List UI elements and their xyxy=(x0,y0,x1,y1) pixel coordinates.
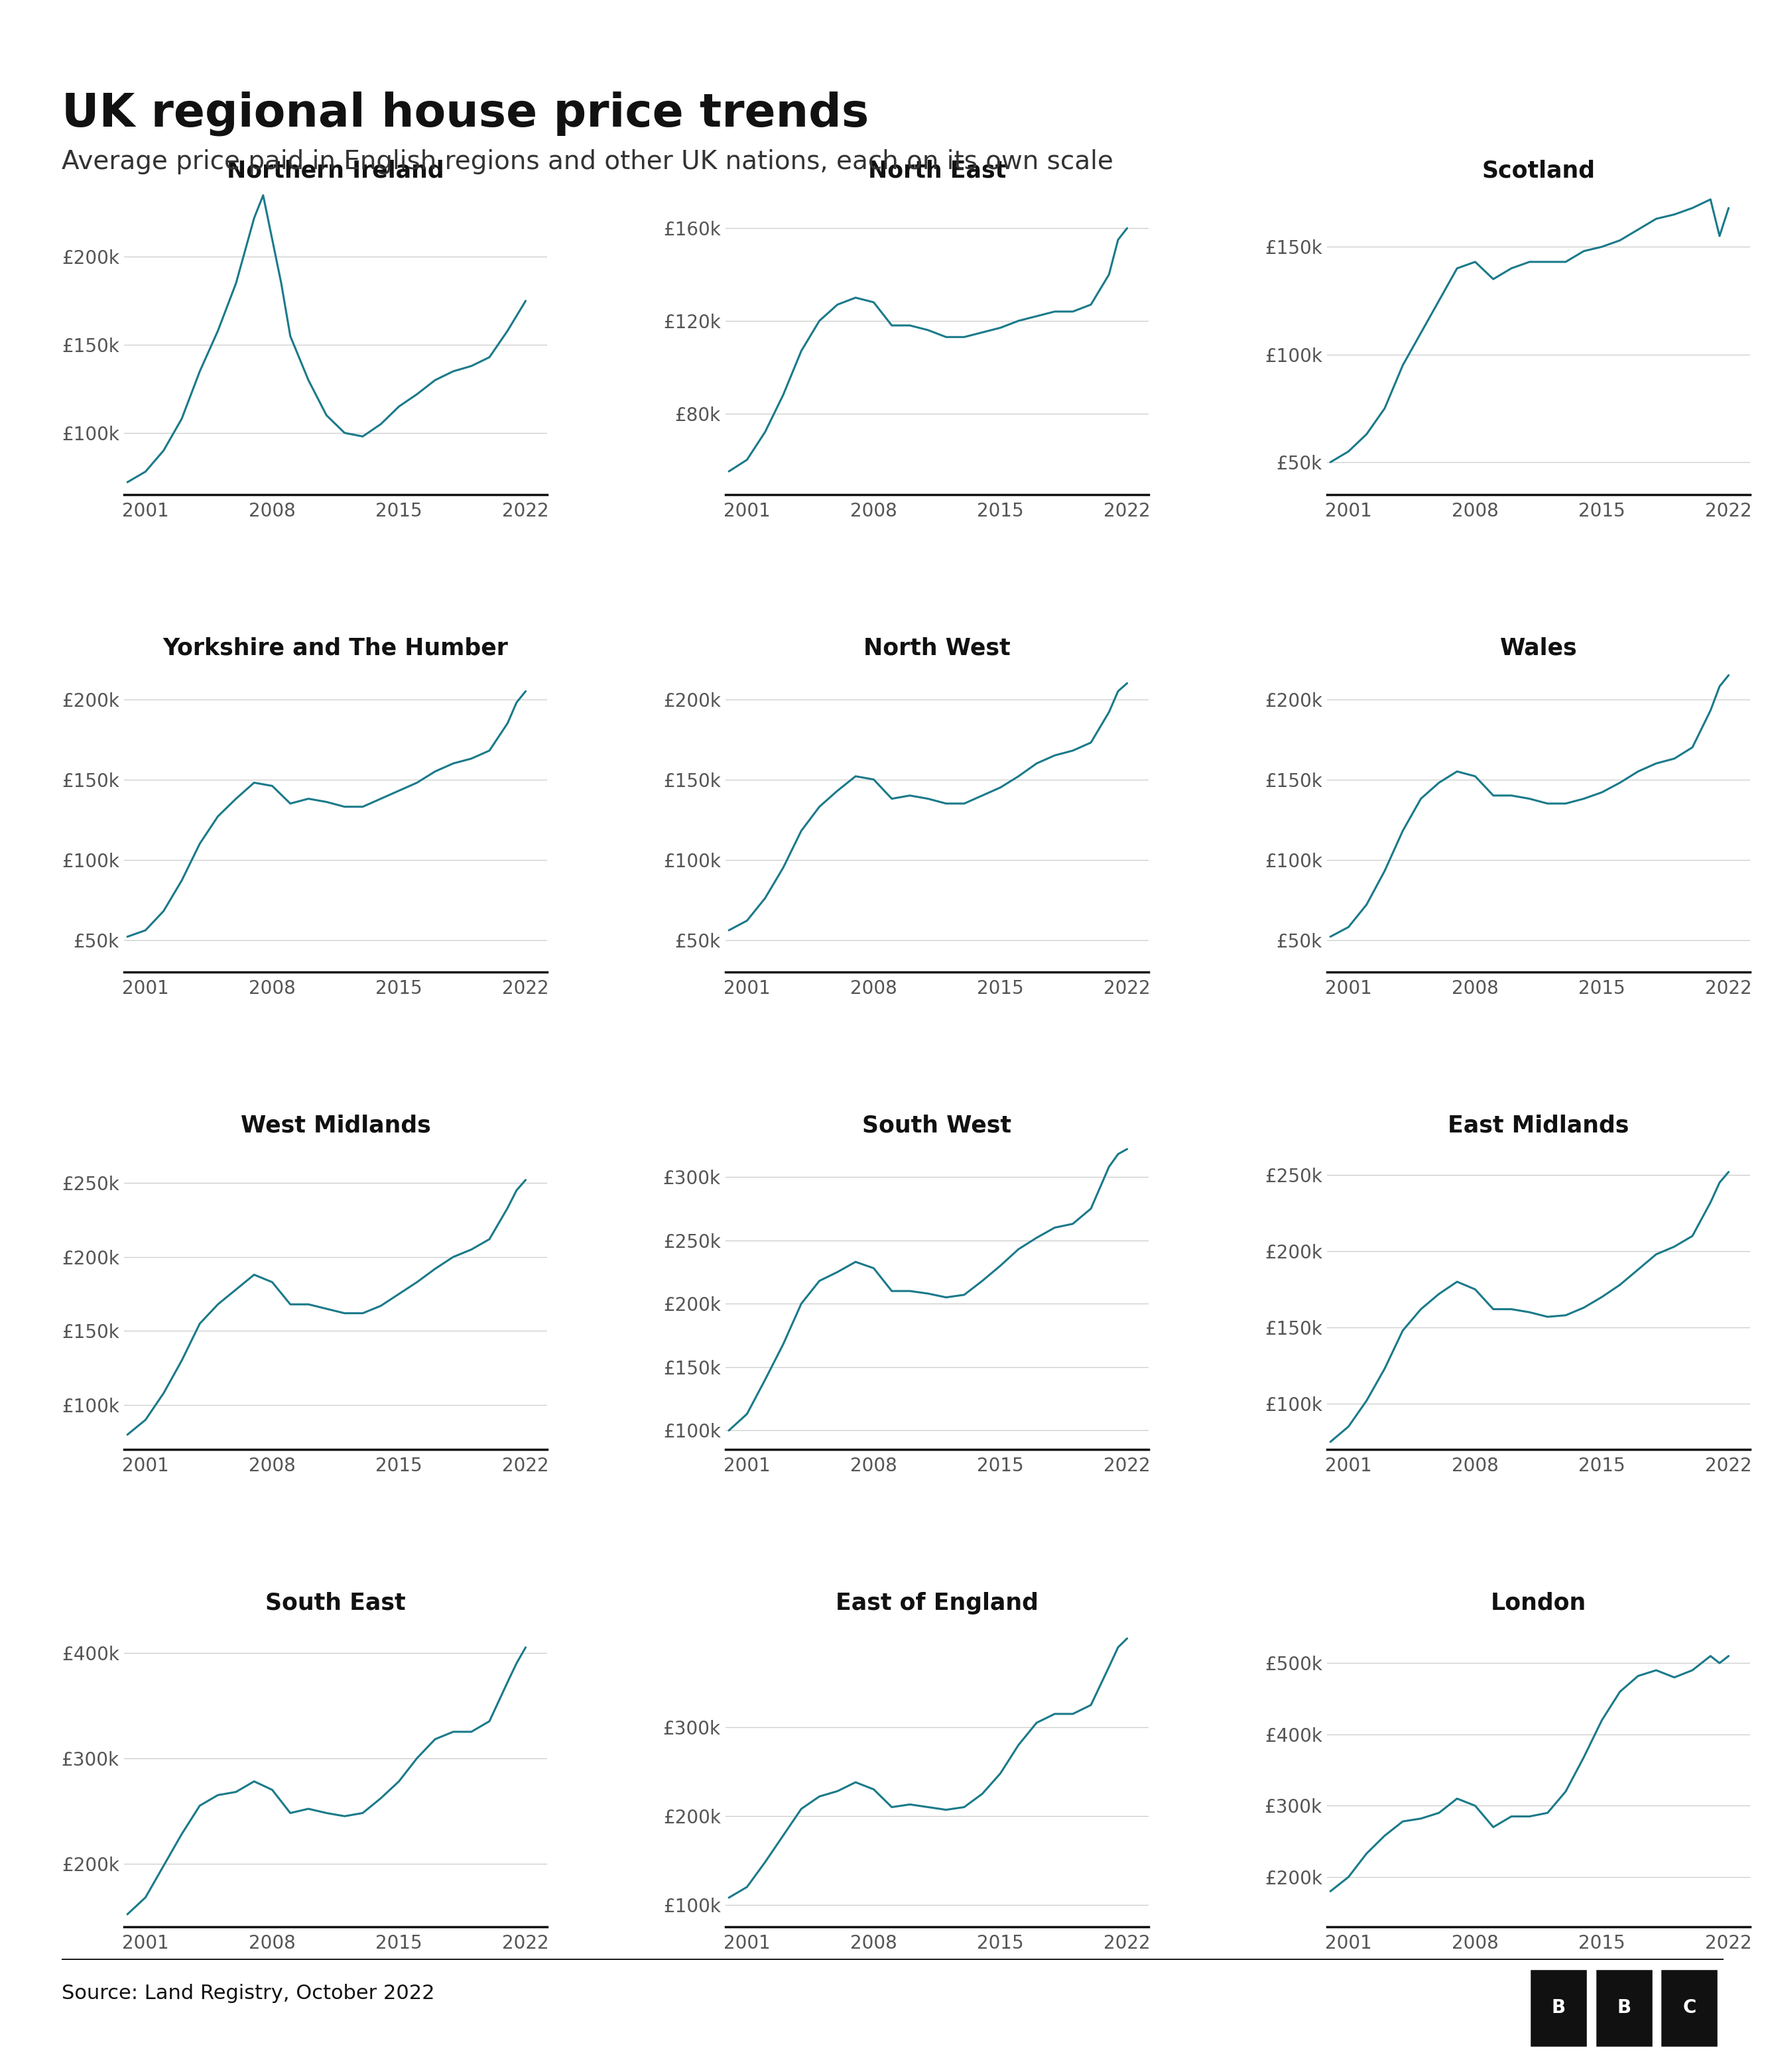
Title: Scotland: Scotland xyxy=(1482,160,1595,182)
Title: London: London xyxy=(1490,1591,1586,1614)
Text: Average price paid in English regions and other UK nations, each on its own scal: Average price paid in English regions an… xyxy=(62,149,1114,174)
Text: C: C xyxy=(1683,1999,1696,2016)
Title: South West: South West xyxy=(863,1115,1011,1138)
Title: Northern Ireland: Northern Ireland xyxy=(226,160,444,182)
Title: North West: North West xyxy=(863,636,1011,659)
Title: South East: South East xyxy=(265,1591,405,1614)
Title: North East: North East xyxy=(868,160,1006,182)
Text: B: B xyxy=(1552,1999,1565,2016)
Title: Yorkshire and The Humber: Yorkshire and The Humber xyxy=(163,636,507,659)
Text: Source: Land Registry, October 2022: Source: Land Registry, October 2022 xyxy=(62,1983,435,2004)
Title: East Midlands: East Midlands xyxy=(1448,1115,1628,1138)
Title: East of England: East of England xyxy=(836,1591,1038,1614)
Text: B: B xyxy=(1618,1999,1630,2016)
Title: West Midlands: West Midlands xyxy=(240,1115,431,1138)
Title: Wales: Wales xyxy=(1499,636,1577,659)
Text: UK regional house price trends: UK regional house price trends xyxy=(62,91,870,137)
